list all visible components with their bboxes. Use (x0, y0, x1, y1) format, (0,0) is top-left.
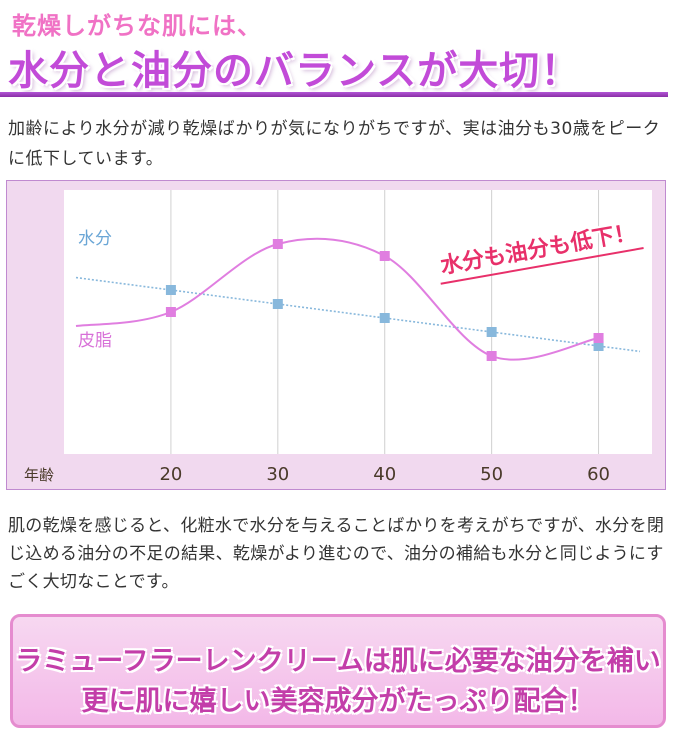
data-point-sebum-60 (593, 333, 604, 343)
x-axis-label: 年齢 (24, 466, 54, 484)
cta-box: ラミューフラーレンクリームは肌に必要な油分を補い 更に肌に嬉しい美容成分がたっぷ… (10, 614, 666, 728)
data-point-sebum-40 (379, 251, 390, 261)
markers (165, 239, 604, 361)
x-tick-label: 50 (480, 464, 503, 485)
data-point-water-30 (272, 299, 283, 309)
intro-text: 加齢により水分が減り乾燥ばかりが気になりがちですが、実は油分も30歳をピークに低… (8, 119, 661, 169)
data-point-water-50 (486, 327, 497, 337)
data-point-water-60 (593, 341, 604, 351)
cta-line-2: 更に肌に嬉しい美容成分がたっぷり配合！ (81, 686, 595, 717)
header-subtitle: 乾燥しがちな肌には、 (12, 12, 262, 40)
body-text: 肌の乾燥を感じると、化粧水で水分を与えることばかりを考えがちですが、水分を閉じ込… (8, 516, 665, 592)
series-line-water (75, 276, 641, 353)
data-point-sebum-50 (486, 351, 497, 361)
data-point-water-20 (165, 285, 176, 295)
x-tick-label: 30 (266, 464, 289, 485)
x-tick-label: 60 (587, 464, 610, 485)
title-rule (0, 92, 668, 97)
chart-plot-area (64, 190, 652, 454)
series-label-sebum: 皮脂 (78, 331, 112, 351)
series-label-water: 水分 (78, 229, 112, 249)
data-point-sebum-20 (165, 307, 176, 317)
cta-line-1: ラミューフラーレンクリームは肌に必要な油分を補い (15, 646, 661, 677)
data-point-water-40 (379, 313, 390, 323)
data-point-sebum-30 (272, 239, 283, 249)
x-tick-label: 40 (373, 464, 396, 485)
x-tick-label: 20 (159, 464, 182, 485)
annotation-underline (440, 247, 644, 285)
header-title: 水分と油分のバランスが大切！ (8, 48, 582, 94)
